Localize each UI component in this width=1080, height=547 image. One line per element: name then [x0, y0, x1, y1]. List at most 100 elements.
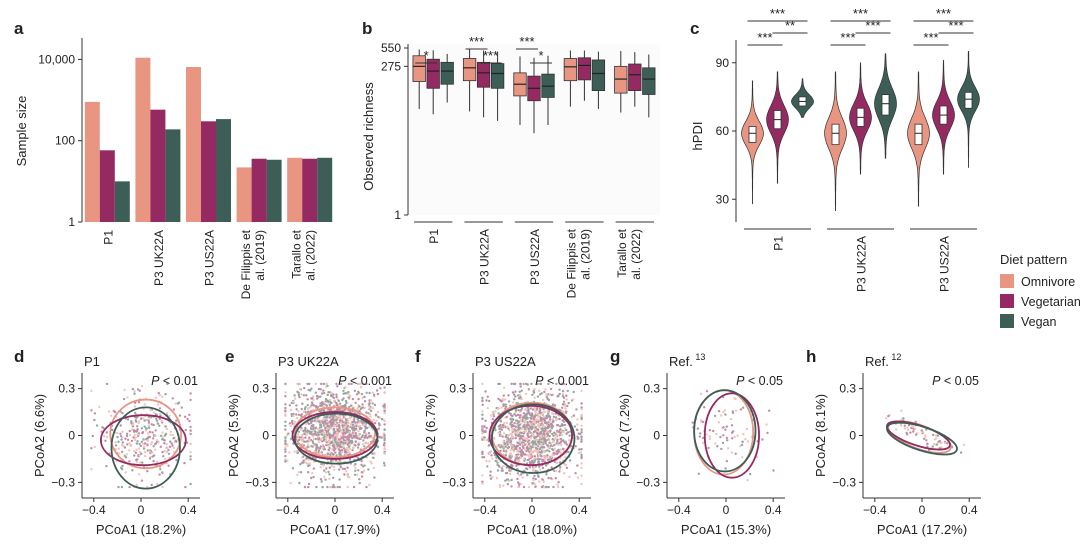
data-point [151, 451, 154, 454]
significance-label: *** [865, 18, 880, 33]
data-point [135, 458, 138, 462]
data-point [332, 421, 335, 425]
x-tick-label: 0.4 [374, 503, 391, 517]
data-point [142, 447, 146, 450]
data-point [383, 464, 386, 467]
data-point [940, 446, 943, 449]
data-point [503, 386, 506, 389]
data-point [488, 452, 491, 455]
data-point [383, 411, 386, 415]
data-point [114, 444, 118, 447]
data-point [922, 431, 925, 434]
data-point [544, 421, 547, 424]
data-point [547, 412, 550, 415]
data-point [338, 485, 341, 489]
data-point [481, 417, 484, 421]
data-point [946, 442, 949, 445]
data-point [348, 405, 351, 409]
data-point [724, 428, 727, 431]
data-point [374, 414, 378, 417]
data-point [520, 454, 524, 458]
data-point [560, 382, 563, 386]
data-point [332, 459, 335, 463]
points [284, 382, 386, 489]
data-point [351, 397, 355, 401]
data-point [137, 401, 141, 404]
x-tick-label: P1 [772, 236, 786, 251]
data-point [284, 446, 287, 449]
data-point [529, 451, 532, 455]
data-point [547, 393, 550, 396]
data-point [317, 441, 321, 444]
data-point [121, 441, 125, 444]
data-point [172, 446, 176, 449]
data-point [340, 445, 343, 449]
data-point [580, 431, 583, 434]
data-point [517, 433, 521, 436]
data-point [351, 436, 354, 440]
legend-label: Omnivore [1021, 275, 1075, 289]
data-point [534, 485, 537, 489]
data-point [580, 435, 583, 438]
data-point [553, 460, 556, 463]
data-point [189, 392, 192, 395]
data-point [547, 485, 550, 489]
data-point [354, 444, 357, 447]
data-point [284, 450, 287, 453]
data-point [558, 434, 561, 437]
data-point [327, 470, 330, 474]
data-point [147, 419, 150, 422]
data-point [739, 444, 742, 448]
data-point [334, 451, 337, 454]
data-point [520, 397, 523, 401]
data-point [943, 441, 947, 445]
data-point [133, 438, 137, 441]
data-point [355, 427, 358, 431]
x-tick-label: P3 UK22A [478, 229, 492, 285]
data-point [364, 435, 367, 438]
data-point [325, 467, 328, 470]
data-point [145, 437, 148, 441]
data-point [579, 451, 583, 454]
data-point [338, 449, 342, 453]
data-point [357, 398, 360, 401]
data-point [746, 440, 749, 443]
data-point [322, 436, 325, 439]
data-point [363, 400, 367, 403]
data-point [540, 485, 544, 489]
data-point [522, 418, 526, 422]
data-point [155, 439, 159, 442]
data-point [319, 451, 322, 454]
data-point [143, 403, 146, 406]
data-point [337, 399, 340, 402]
data-point [540, 427, 543, 430]
data-point [497, 397, 500, 401]
data-point [483, 425, 486, 428]
data-point [517, 481, 520, 484]
data-point [323, 416, 326, 419]
data-point [334, 445, 338, 448]
data-point [502, 484, 505, 487]
data-point [756, 455, 759, 459]
data-point [358, 481, 361, 485]
significance-label: *** [936, 6, 951, 21]
data-point [143, 442, 147, 445]
data-point [117, 485, 120, 489]
x-axis-label: PCoA1 (17.9%) [290, 522, 380, 537]
data-point [310, 430, 313, 434]
data-point [139, 444, 142, 448]
data-point [516, 441, 519, 444]
data-point [118, 452, 121, 455]
data-point [345, 401, 348, 405]
data-point [526, 447, 529, 450]
data-point [350, 382, 353, 386]
y-tick-label: −0.3 [245, 475, 269, 489]
x-tick-label-group: Tarallo et al. (2022) [290, 229, 318, 280]
data-point [315, 394, 319, 398]
data-point [546, 444, 550, 447]
data-point [527, 435, 530, 438]
data-point [358, 437, 361, 441]
data-point [322, 418, 325, 421]
data-point [546, 409, 549, 413]
data-point [297, 471, 301, 474]
